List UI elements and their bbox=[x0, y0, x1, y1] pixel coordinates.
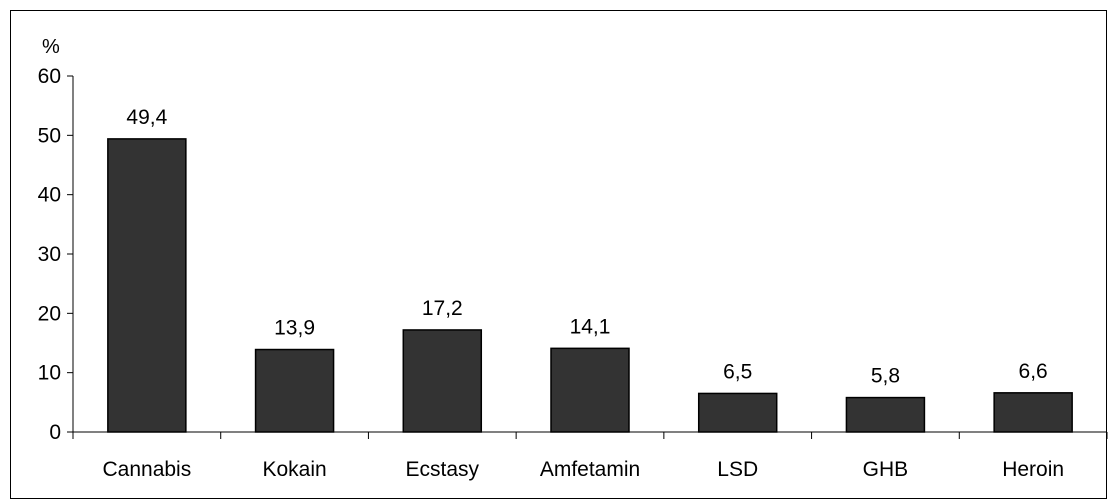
bar-ecstasy bbox=[402, 329, 483, 433]
category-label-amfetamin: Amfetamin bbox=[540, 458, 640, 481]
value-label-lsd: 6,5 bbox=[723, 360, 752, 383]
y-tick-label: 60 bbox=[38, 65, 61, 88]
bar-heroin bbox=[993, 392, 1073, 433]
y-axis: 0 10 20 30 40 50 60 bbox=[38, 65, 74, 444]
category-label-kokain: Kokain bbox=[262, 458, 326, 481]
bar-amfetamin bbox=[550, 347, 630, 433]
value-label-ghb: 5,8 bbox=[871, 365, 900, 388]
y-tick-label: 50 bbox=[38, 124, 61, 147]
bar-kokain bbox=[254, 348, 335, 433]
category-label-ghb: GHB bbox=[863, 458, 909, 481]
y-tick-label: 0 bbox=[49, 421, 61, 444]
bar-lsd bbox=[697, 392, 778, 433]
y-tick-label: 10 bbox=[38, 362, 61, 385]
y-axis-unit-label: % bbox=[42, 36, 60, 58]
bar-ghb bbox=[845, 396, 926, 433]
value-label-cannabis: 49,4 bbox=[126, 106, 167, 129]
bar-cannabis bbox=[107, 138, 187, 433]
value-label-kokain: 13,9 bbox=[274, 317, 315, 340]
x-axis: Cannabis Kokain Ecstasy Amfetamin LSD GHB Hero… bbox=[72, 431, 1108, 481]
bars bbox=[107, 138, 1073, 433]
category-label-lsd: LSD bbox=[717, 458, 758, 481]
category-label-cannabis: Cannabis bbox=[102, 458, 191, 481]
category-label-heroin: Heroin bbox=[1002, 458, 1064, 481]
y-tick-label: 40 bbox=[38, 184, 61, 207]
y-tick-label: 30 bbox=[38, 243, 61, 266]
value-label-heroin: 6,6 bbox=[1019, 360, 1048, 383]
value-label-ecstasy: 17,2 bbox=[422, 297, 463, 320]
y-tick-label: 20 bbox=[38, 302, 61, 325]
value-label-amfetamin: 14,1 bbox=[570, 315, 611, 338]
data-labels: 49,4 13,9 17,2 14,1 6,5 5,8 6,6 bbox=[126, 106, 1047, 388]
category-label-ecstasy: Ecstasy bbox=[406, 458, 480, 481]
